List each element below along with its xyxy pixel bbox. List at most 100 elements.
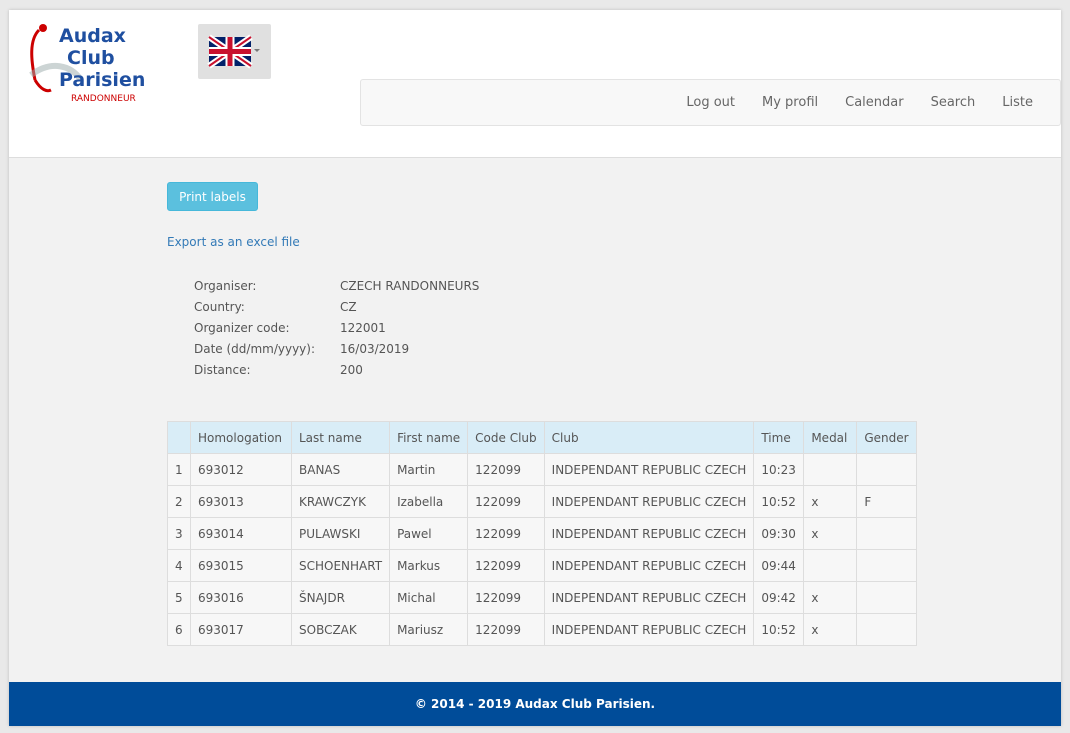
nav-list: Log out My profil Calendar Search Liste	[686, 80, 1033, 125]
table-cell: 122099	[467, 485, 545, 518]
info-value: 122001	[340, 321, 386, 335]
header-cell: Code Club	[467, 421, 545, 454]
info-label: Organiser:	[194, 279, 257, 293]
logo[interactable]: Audax Club Parisien RANDONNEUR	[21, 20, 161, 105]
table-row: 2 693013 KRAWCZYK Izabella 122099 INDEPENDANT…	[167, 485, 917, 518]
table-row: 5 693016 ŠNAJDR Michal 122099 INDEPENDANT REP…	[167, 581, 917, 614]
header-cell: Gender	[856, 421, 917, 454]
table-cell: 122099	[467, 549, 545, 582]
table-cell: 10:52	[753, 613, 805, 646]
table-cell: F	[856, 485, 917, 518]
nav-link[interactable]: Log out	[686, 95, 736, 110]
table-cell	[856, 453, 917, 486]
table-cell	[856, 517, 917, 550]
table-cell: 122099	[467, 517, 545, 550]
nav-link[interactable]: My profil	[762, 95, 819, 110]
table-cell: KRAWCZYK	[290, 485, 391, 518]
table-cell: 2	[167, 485, 191, 518]
table-cell: ŠNAJDR	[290, 581, 391, 614]
logo-text: Parisien	[59, 69, 145, 91]
info-list: Organiser: CZECH RANDONNEURS Country: CZ Org…	[194, 276, 479, 381]
info-label: Country:	[194, 300, 245, 314]
nav-link[interactable]: Search	[930, 95, 976, 110]
header: Audax Club Parisien RANDONNEUR Log out My…	[9, 10, 1061, 158]
table-cell: 693017	[190, 613, 292, 646]
header-cell: Medal	[803, 421, 858, 454]
info-value: 200	[340, 363, 363, 377]
table-cell	[803, 549, 858, 582]
logo-text: Club	[67, 47, 115, 69]
footer: © 2014 - 2019 Audax Club Parisien.	[9, 682, 1061, 726]
logo-tagline: RANDONNEUR	[71, 94, 136, 104]
table-cell	[803, 453, 858, 486]
table-cell: 3	[167, 517, 191, 550]
header-cell: Last name	[290, 421, 391, 454]
table-cell: Izabella	[389, 485, 469, 518]
table-cell: 09:44	[753, 549, 805, 582]
table-cell: INDEPENDANT REPUBLIC CZECH	[543, 453, 755, 486]
table-row: 4 693015 SCHOENHART Markus 122099 INDEPENDANT…	[167, 549, 917, 582]
info-label: Date (dd/mm/yyyy):	[194, 342, 316, 356]
info-value: 16/03/2019	[340, 342, 410, 356]
table-cell	[856, 581, 917, 614]
results-table: Homologation Last name First name Code Club…	[167, 421, 917, 646]
table-cell	[856, 613, 917, 646]
table-cell: x	[803, 613, 858, 646]
table-cell: Pawel	[389, 517, 469, 550]
table-cell: 09:42	[753, 581, 805, 614]
table-cell: 6	[167, 613, 191, 646]
table-cell: 693014	[190, 517, 292, 550]
table-cell: 10:23	[753, 453, 805, 486]
info-row: Distance: 200	[194, 360, 479, 381]
table-cell: 122099	[467, 613, 545, 646]
info-value: CZ	[340, 300, 357, 314]
info-row: Date (dd/mm/yyyy): 16/03/2019	[194, 339, 479, 360]
export-link[interactable]: Export as an excel file	[167, 235, 300, 249]
info-row: Country: CZ	[194, 297, 479, 318]
table-cell: 09:30	[753, 517, 805, 550]
logo-text: Audax	[59, 25, 126, 47]
table-row: 1 693012 BANAS Martin 122099 INDEPENDANT REPU…	[167, 453, 917, 486]
table-cell: SCHOENHART	[290, 549, 391, 582]
table-cell: PULAWSKI	[290, 517, 391, 550]
table-cell: INDEPENDANT REPUBLIC CZECH	[543, 549, 755, 582]
table-cell: Martin	[389, 453, 469, 486]
table-cell: 693012	[190, 453, 292, 486]
print-button[interactable]: Print labels	[167, 182, 258, 211]
table-cell: 4	[167, 549, 191, 582]
info-row: Organiser: CZECH RANDONNEURS	[194, 276, 479, 297]
table-cell: Mariusz	[389, 613, 469, 646]
table-cell: 693016	[190, 581, 292, 614]
table-cell: x	[803, 517, 858, 550]
info-label: Distance:	[194, 363, 251, 377]
flag-icon	[207, 34, 260, 69]
table-cell: INDEPENDANT REPUBLIC CZECH	[543, 485, 755, 518]
table-cell: x	[803, 581, 858, 614]
table-cell: 10:52	[753, 485, 805, 518]
header-cell: Club	[543, 421, 755, 454]
header-cell	[167, 421, 191, 454]
table-cell: x	[803, 485, 858, 518]
language-button[interactable]	[198, 24, 271, 79]
header-cell: Time	[753, 421, 805, 454]
table-cell: Michal	[389, 581, 469, 614]
header-cell: First name	[389, 421, 469, 454]
table-cell: 693013	[190, 485, 292, 518]
navbar: Log out My profil Calendar Search Liste	[360, 79, 1061, 126]
table-cell: BANAS	[290, 453, 391, 486]
table-cell: 122099	[467, 581, 545, 614]
info-value: CZECH RANDONNEURS	[340, 279, 480, 293]
table-cell: 1	[167, 453, 191, 486]
table-cell: 122099	[467, 453, 545, 486]
nav-link[interactable]: Calendar	[845, 95, 904, 110]
header-cell: Homologation	[190, 421, 292, 454]
table-cell: 693015	[190, 549, 292, 582]
nav-link[interactable]: Liste	[1002, 95, 1033, 110]
table-cell	[856, 549, 917, 582]
table-cell: SOBCZAK	[290, 613, 391, 646]
panel: Audax Club Parisien RANDONNEUR Log out My…	[9, 10, 1061, 726]
header-row: Homologation Last name First name Code Club…	[167, 421, 917, 454]
table-row: 6 693017 SOBCZAK Mariusz 122099 INDEPENDANT R…	[167, 613, 917, 646]
table-cell: INDEPENDANT REPUBLIC CZECH	[543, 517, 755, 550]
